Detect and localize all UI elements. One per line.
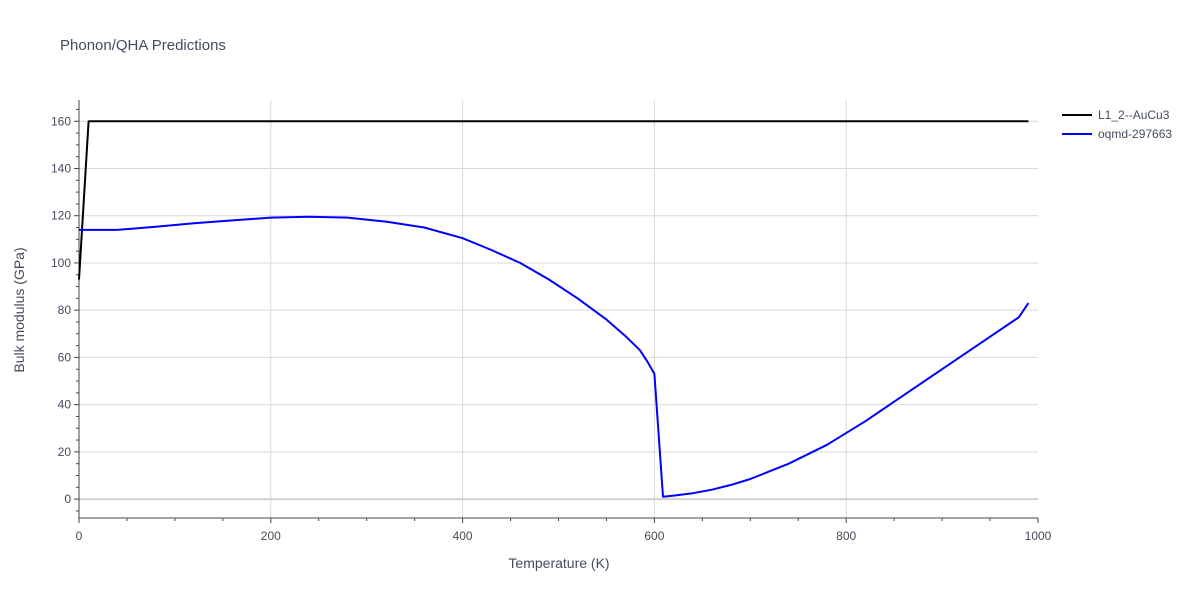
- x-axis-label: Temperature (K): [508, 555, 609, 571]
- legend-item-1[interactable]: oqmd-297663: [1062, 127, 1172, 141]
- y-tick-label: 0: [64, 492, 71, 506]
- x-tick-labels: 0 200 400 600 800 1000: [76, 529, 1052, 543]
- legend-label: L1_2--AuCu3: [1098, 108, 1170, 122]
- axes: [74, 100, 1039, 523]
- y-tick-label: 80: [58, 303, 72, 317]
- x-tick-label: 800: [836, 529, 856, 543]
- x-tick-label: 1000: [1025, 529, 1052, 543]
- y-axis-label: Bulk modulus (GPa): [11, 247, 27, 372]
- series-line-0: [78, 120, 1029, 280]
- legend[interactable]: L1_2--AuCu3 oqmd-297663: [1062, 108, 1172, 141]
- y-tick-label: 60: [58, 350, 72, 364]
- x-tick-label: 200: [261, 529, 281, 543]
- y-tick-label: 120: [51, 209, 71, 223]
- x-tick-label: 600: [644, 529, 664, 543]
- y-tick-label: 20: [58, 445, 72, 459]
- y-tick-label: 140: [51, 161, 71, 175]
- y-tick-label: 160: [51, 114, 71, 128]
- legend-label: oqmd-297663: [1098, 127, 1172, 141]
- series-line-1: [79, 215, 1030, 498]
- y-tick-labels: 0 20 40 60 80 100 120 140 160: [51, 114, 71, 506]
- legend-item-0[interactable]: L1_2--AuCu3: [1062, 108, 1170, 122]
- grid: [79, 100, 1038, 518]
- chart-title: Phonon/QHA Predictions: [60, 37, 226, 54]
- x-tick-label: 400: [453, 529, 473, 543]
- y-tick-label: 100: [51, 256, 71, 270]
- series-lines: [78, 120, 1030, 498]
- x-tick-label: 0: [76, 529, 83, 543]
- y-tick-label: 40: [58, 398, 72, 412]
